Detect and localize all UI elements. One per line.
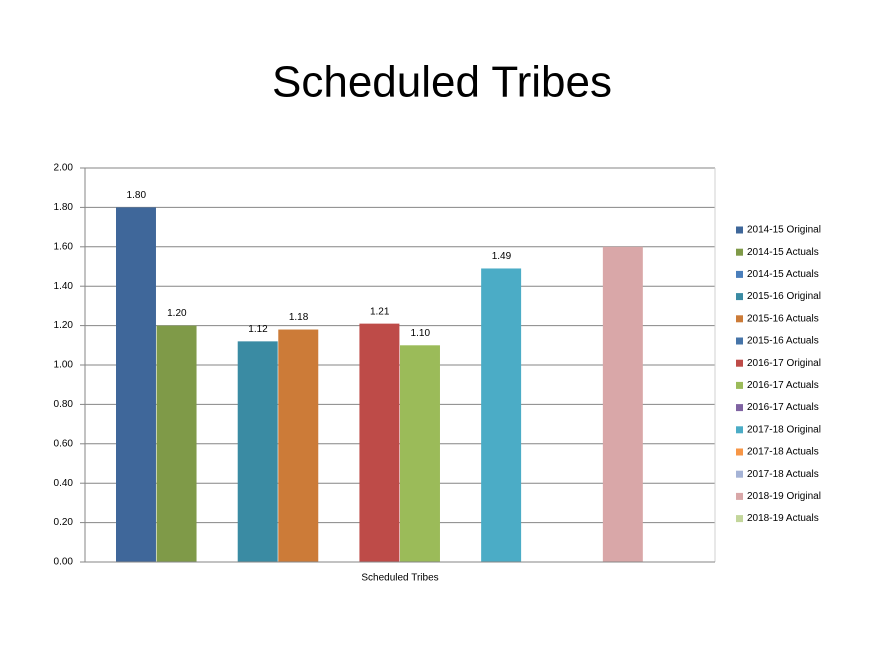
y-tick-label: 0.40 bbox=[54, 478, 74, 489]
data-label: 1.12 bbox=[248, 324, 268, 335]
data-label: 1.21 bbox=[370, 306, 390, 317]
data-label: 1.10 bbox=[411, 328, 431, 339]
legend-label: 2016-17 Actuals bbox=[747, 380, 819, 391]
legend-label: 2014-15 Original bbox=[747, 225, 821, 236]
legend-label: 2014-15 Actuals bbox=[747, 247, 819, 258]
y-tick-label: 0.60 bbox=[54, 438, 74, 449]
legend-label: 2017-18 Actuals bbox=[747, 469, 819, 480]
legend-swatch bbox=[736, 381, 743, 389]
legend-label: 2016-17 Actuals bbox=[747, 402, 819, 413]
x-tick-label: Scheduled Tribes bbox=[361, 573, 438, 584]
legend-swatch bbox=[736, 515, 743, 523]
y-tick-label: 0.80 bbox=[54, 399, 74, 410]
legend-swatch bbox=[736, 248, 743, 256]
bar bbox=[481, 268, 522, 562]
data-label: 1.20 bbox=[167, 308, 187, 319]
legend-swatch bbox=[736, 226, 743, 234]
bar bbox=[602, 246, 643, 563]
legend-label: 2017-18 Actuals bbox=[747, 447, 819, 458]
legend-swatch bbox=[736, 337, 743, 345]
legend-swatch bbox=[736, 470, 743, 478]
y-tick-label: 0.00 bbox=[54, 557, 74, 568]
legend-label: 2015-16 Actuals bbox=[747, 313, 819, 324]
legend-swatch bbox=[736, 315, 743, 323]
legend-swatch bbox=[736, 448, 743, 456]
legend-swatch bbox=[736, 426, 743, 434]
y-tick-label: 0.20 bbox=[54, 517, 74, 528]
legend-label: 2016-17 Original bbox=[747, 358, 821, 369]
bar bbox=[278, 329, 319, 562]
y-tick-label: 1.40 bbox=[54, 281, 74, 292]
y-tick-label: 1.80 bbox=[54, 202, 74, 213]
legend-label: 2014-15 Actuals bbox=[747, 269, 819, 280]
legend-label: 2018-19 Actuals bbox=[747, 513, 819, 524]
bar bbox=[156, 325, 197, 562]
legend-label: 2017-18 Original bbox=[747, 424, 821, 435]
data-label: 1.18 bbox=[289, 312, 309, 323]
legend-label: 2018-19 Original bbox=[747, 491, 821, 502]
data-label: 1.80 bbox=[127, 190, 147, 201]
legend-swatch bbox=[736, 359, 743, 367]
bar bbox=[116, 207, 156, 562]
y-tick-label: 1.60 bbox=[54, 241, 74, 252]
chart-title: Scheduled Tribes bbox=[272, 58, 612, 107]
legend-label: 2015-16 Original bbox=[747, 291, 821, 302]
legend-swatch bbox=[736, 492, 743, 500]
bar bbox=[359, 323, 400, 562]
legend-swatch bbox=[736, 270, 743, 278]
y-tick-label: 1.20 bbox=[54, 320, 74, 331]
legend-swatch bbox=[736, 293, 743, 301]
bar bbox=[237, 341, 278, 562]
y-tick-label: 1.00 bbox=[54, 360, 74, 371]
bar bbox=[400, 345, 440, 562]
data-label: 1.49 bbox=[492, 251, 512, 262]
legend-label: 2015-16 Actuals bbox=[747, 336, 819, 347]
legend-swatch bbox=[736, 404, 743, 412]
y-tick-label: 2.00 bbox=[54, 163, 74, 174]
